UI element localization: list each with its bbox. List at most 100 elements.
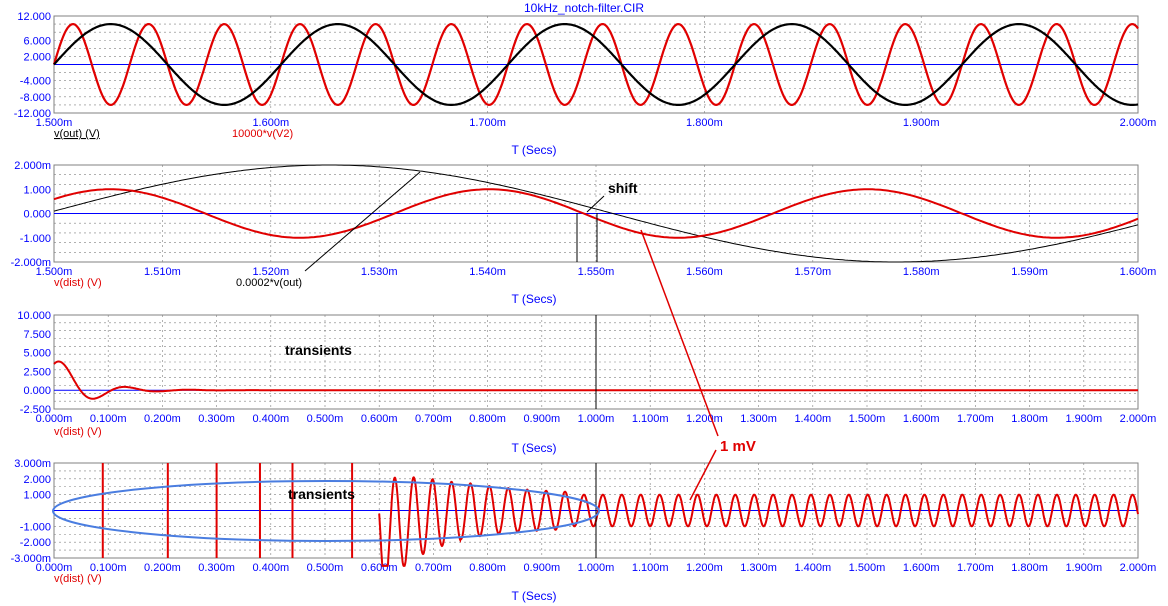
panel-4-x-tick-label: 0.200m <box>144 562 181 574</box>
panel-1-y-tick-label: -4.000 <box>20 76 51 88</box>
panel-4-y-tick-label: 2.000 <box>23 474 51 486</box>
panel-3-x-tick-label: 0.800m <box>469 413 506 425</box>
one-mv-pointer-a <box>640 229 719 437</box>
panel-1-y-tick-label: 2.000 <box>23 51 51 63</box>
panel-2-y-tick-label: -1.000 <box>20 233 51 245</box>
panel-4-x-tick-label: 0.600m <box>361 562 398 574</box>
panel-2-x-tick-label: 1.600m <box>1120 266 1157 278</box>
panel-3-x-tick-label: 2.000m <box>1120 413 1157 425</box>
panel-2-x-tick-label: 1.530m <box>361 266 398 278</box>
series-label-vdist-2: v(dist) (V) <box>54 277 102 289</box>
panel-1-x-tick-label: 2.000m <box>1120 117 1157 129</box>
panel-1-y-tick-label: 6.000 <box>23 35 51 47</box>
panel-3-x-tick-label: 1.500m <box>849 413 886 425</box>
panel-4-y-tick-label: -1.000 <box>20 521 51 533</box>
panel-2-x-tick-label: 1.590m <box>1011 266 1048 278</box>
panel-4-x-tick-label: 1.600m <box>903 562 940 574</box>
shift-pointer <box>586 195 605 213</box>
panel-4-x-tick-label: 1.400m <box>794 562 831 574</box>
panel-3-y-tick-label: 10.000 <box>17 310 51 322</box>
panel-1-grid <box>53 15 1139 114</box>
panel-4-x-tick-label: 0.100m <box>90 562 127 574</box>
panel-4-y-tick-label: 1.000 <box>23 490 51 502</box>
panel-1-y-tick-label: 12.000 <box>17 11 51 23</box>
panel-1-ticks: 1.500m 1.600m 1.700m 1.800m 1.900m 2.000m -12.… <box>14 11 1157 129</box>
panel-3-x-tick-label: 0.200m <box>144 413 181 425</box>
panel-4-x-tick-label: 1.300m <box>740 562 777 574</box>
panel-3-x-tick-label: 1.200m <box>686 413 723 425</box>
panel-2-ticks: 1.500m 1.510m 1.520m 1.530m 1.540m 1.550m 1.56… <box>11 160 1157 278</box>
series-10000-v-v2 <box>52 22 1139 107</box>
panel-4-x-tick-label: 0.900m <box>523 562 560 574</box>
panel-1-x-tick-label: 1.600m <box>252 117 289 129</box>
transients-ellipse <box>52 480 600 542</box>
panel-2-x-tick-label: 1.520m <box>252 266 289 278</box>
panel-2-x-tick-label: 1.580m <box>903 266 940 278</box>
panel-3-x-tick-label: 1.000m <box>578 413 615 425</box>
window-title: 10kHz_notch-filter.CIR <box>524 1 644 15</box>
panel-1-x-tick-label: 1.800m <box>686 117 723 129</box>
panel-1-xlabel: T (Secs) <box>511 143 556 157</box>
panel-1-x-tick-label: 1.900m <box>903 117 940 129</box>
panel-3-x-tick-label: 1.300m <box>740 413 777 425</box>
panel-4-y-tick-label: -3.000m <box>11 553 51 565</box>
pointer-0002-vout <box>304 171 421 272</box>
one-mv-pointer-b <box>689 449 717 501</box>
panel-1: 1.500m 1.600m 1.700m 1.800m 1.900m 2.000m -12.… <box>14 11 1157 157</box>
panel-4-curves <box>101 463 1139 567</box>
series-label-0002-vout: 0.0002*v(out) <box>236 277 302 289</box>
transients-annotation-4: transients <box>288 486 355 502</box>
shift-annotation: shift <box>608 180 638 196</box>
panel-4-x-tick-label: 0.000m <box>36 562 73 574</box>
series-vout <box>53 23 1139 107</box>
panel-2-xlabel: T (Secs) <box>511 292 556 306</box>
panel-3-ticks: 0.000m 0.100m 0.200m 0.300m 0.400m 0.500m 0.60… <box>17 310 1156 425</box>
transients-annotation-3: transients <box>285 342 352 358</box>
panel-4-x-tick-label: 1.000m <box>578 562 615 574</box>
panel-3-y-tick-label: 5.000 <box>23 348 51 360</box>
panel-3-x-tick-label: 1.700m <box>957 413 994 425</box>
panel-3-x-tick-label: 1.600m <box>903 413 940 425</box>
panel-3-x-tick-label: 1.100m <box>632 413 669 425</box>
panel-3-x-tick-label: 0.100m <box>90 413 127 425</box>
series-label-vdist-4: v(dist) (V) <box>54 573 102 585</box>
panel-3-x-tick-label: 0.700m <box>415 413 452 425</box>
panel-4-x-tick-label: 0.300m <box>198 562 235 574</box>
panel-2-grid <box>53 164 1139 263</box>
panel-4-x-tick-label: 0.400m <box>252 562 289 574</box>
panel-2-x-tick-label: 1.570m <box>794 266 831 278</box>
panel-2-x-tick-label: 1.540m <box>469 266 506 278</box>
panel-3-y-tick-label: 2.500 <box>23 366 51 378</box>
panel-4-x-tick-label: 0.800m <box>469 562 506 574</box>
panel-4-y-tick-label: -2.000 <box>20 537 51 549</box>
panel-2-curves <box>53 164 1139 263</box>
panel-4: 0.000m 0.100m 0.200m 0.300m 0.400m 0.500m 0.60… <box>11 458 1157 603</box>
panel-1-y-tick-label: -8.000 <box>20 92 51 104</box>
panel-4-ticks: 0.000m 0.100m 0.200m 0.300m 0.400m 0.500m 0.60… <box>11 458 1157 574</box>
panel-1-x-tick-label: 1.500m <box>36 117 73 129</box>
panel-3-x-tick-label: 0.500m <box>307 413 344 425</box>
panel-3-x-tick-label: 0.400m <box>252 413 289 425</box>
panel-4-x-tick-label: 1.500m <box>849 562 886 574</box>
panel-4-x-tick-label: 2.000m <box>1120 562 1157 574</box>
panel-3-x-tick-label: 0.000m <box>36 413 73 425</box>
panel-4-x-tick-label: 1.900m <box>1065 562 1102 574</box>
panel-4-x-tick-label: 1.700m <box>957 562 994 574</box>
panel-4-y-tick-label: 3.000m <box>14 458 51 470</box>
one-mv-annotation: 1 mV <box>720 438 756 455</box>
panel-4-x-tick-label: 1.800m <box>1011 562 1048 574</box>
panel-2-y-tick-label: 1.000 <box>23 184 51 196</box>
panel-2-x-tick-label: 1.550m <box>578 266 615 278</box>
panel-2-x-tick-label: 1.500m <box>36 266 73 278</box>
panel-4-x-tick-label: 0.500m <box>307 562 344 574</box>
series-0002-vout <box>53 164 1139 263</box>
series-vdist-steady <box>378 476 1139 567</box>
series-vdist <box>53 188 1139 239</box>
panel-3-x-tick-label: 1.900m <box>1065 413 1102 425</box>
panel-2-y-tick-label: 2.000m <box>14 160 51 172</box>
panel-3-x-tick-label: 1.800m <box>1011 413 1048 425</box>
panel-2-y-tick-label: 0.000 <box>23 209 51 221</box>
panel-3-xlabel: T (Secs) <box>511 441 556 455</box>
series-label-vdist-3: v(dist) (V) <box>54 426 102 438</box>
